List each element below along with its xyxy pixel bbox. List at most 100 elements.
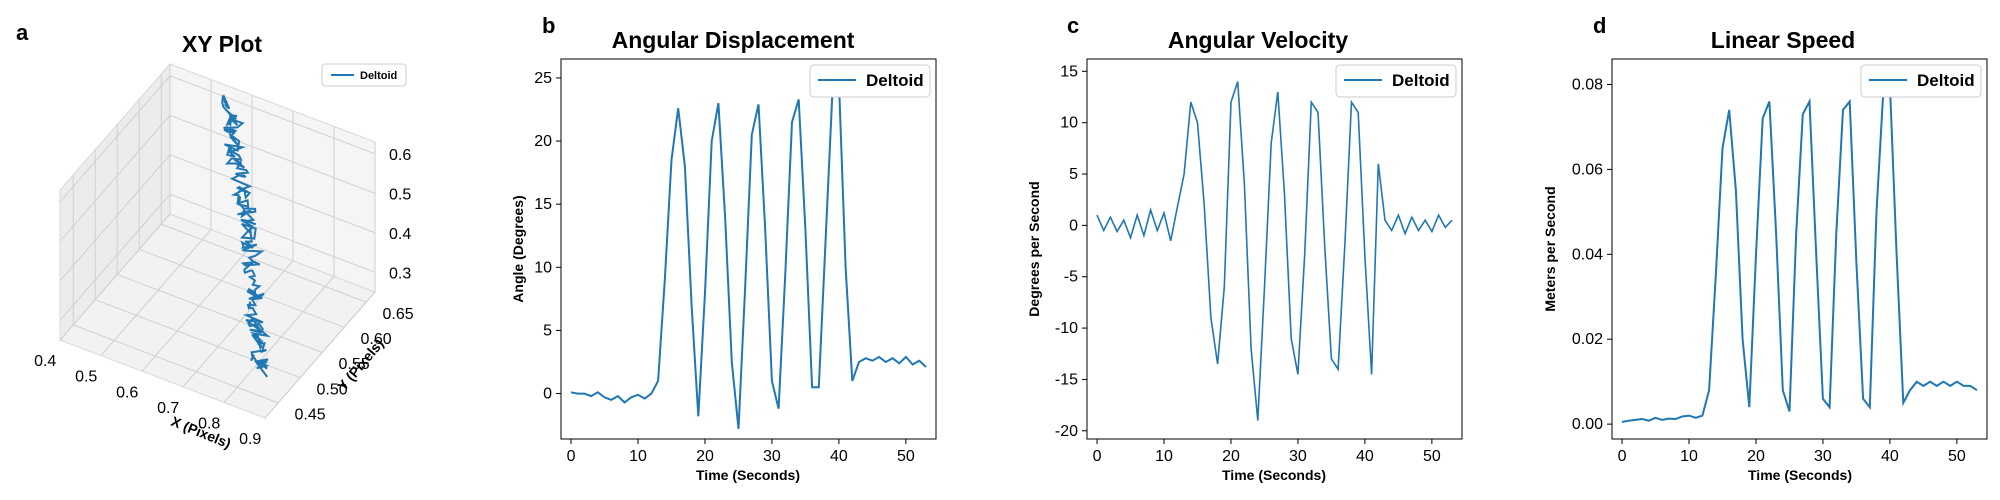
3d-tick-labels: 0.4 0.5 0.6 0.7 0.8 0.9 0.45 0.50 0.55 0.60 0.65 0.… <box>34 147 414 448</box>
x-tick-label-3d: 0.8 <box>198 416 220 433</box>
x-tick-label: 20 <box>1747 448 1765 465</box>
legend-label-c: Deltoid <box>1392 71 1450 90</box>
y-tick-label: 0.00 <box>1572 416 1603 433</box>
x-tick-label: 20 <box>696 448 714 465</box>
x-tick-label: 10 <box>629 448 647 465</box>
legend-b: Deltoid <box>809 64 931 98</box>
xy-plot-3d: XY Plot 0.40.50.60.70.80.90.450.500.550.… <box>34 31 414 451</box>
x-tick-label: 0 <box>1093 448 1102 465</box>
z-tick-label-3d: 0.4 <box>389 226 411 243</box>
x-tick-label-3d: 0.5 <box>75 369 97 386</box>
x-tick-label: 50 <box>1948 448 1966 465</box>
legend-box-c <box>1335 64 1457 98</box>
y-tick-label: 10 <box>1060 115 1078 132</box>
y-tick-label: 15 <box>1060 63 1078 80</box>
y-tick-label: 10 <box>534 259 552 276</box>
x-axis-label-c: Time (Seconds) <box>1222 467 1326 483</box>
y-gridline-3d <box>138 99 345 328</box>
z-gridline-3d <box>59 75 376 203</box>
x-tick-label: 50 <box>1423 448 1441 465</box>
y-tick-label: 5 <box>543 322 552 339</box>
angular-velocity-chart: Angular Velocity 0 10 20 30 40 50-20-15-10-50… <box>1026 27 1463 483</box>
y-tick-label: -20 <box>1055 423 1078 440</box>
x-gridline-3d <box>264 142 376 419</box>
x-tick-label: 40 <box>1356 448 1374 465</box>
y-tick-label: 0.02 <box>1572 331 1603 348</box>
x-tick-label: 0 <box>567 448 576 465</box>
panel-letter-d: d <box>1593 13 1606 38</box>
z-gridline-3d <box>59 154 376 282</box>
ticks-c: 0 10 20 30 40 50 -20 -15 -10 -5 0 5 10 15 <box>1055 63 1441 465</box>
x-tick-label-3d: 0.9 <box>239 431 261 448</box>
x-gridline-3d <box>182 110 294 388</box>
legend-a: Deltoid <box>321 63 407 87</box>
y-tick-label-3d: 0.65 <box>383 306 414 323</box>
y-tick-label: 5 <box>1069 166 1078 183</box>
y-tick-label: 0 <box>1069 217 1078 234</box>
x-tick-label: 10 <box>1680 448 1698 465</box>
3d-gridlines <box>59 64 376 419</box>
panel-letter-a: a <box>16 20 29 45</box>
y-gridline-3d <box>72 174 279 404</box>
legend-label-b: Deltoid <box>866 71 924 90</box>
y-tick-label: -10 <box>1055 320 1078 337</box>
legend-label-d: Deltoid <box>1917 71 1975 90</box>
y-axis-label-b: Angle (Degrees) <box>510 195 526 302</box>
z-gridline-3d <box>59 193 376 321</box>
y-tick-label: -15 <box>1055 371 1078 388</box>
y-tick-label-3d: 0.50 <box>317 381 348 398</box>
angular-displacement-title: Angular Displacement <box>612 27 855 53</box>
deltoid-3d-trajectory <box>221 93 271 378</box>
y-tick-label: 0 <box>543 386 552 403</box>
xy-plot-title: XY Plot <box>182 31 262 57</box>
ticks-b: 0 10 20 30 40 50 0 5 10 15 20 25 <box>534 70 915 465</box>
y-tick-label: 25 <box>534 70 552 87</box>
y-tick-label: 20 <box>534 133 552 150</box>
x-axis-label-d: Time (Seconds) <box>1748 467 1852 483</box>
x-tick-label: 40 <box>1881 448 1899 465</box>
z-gridline-3d <box>59 114 376 242</box>
deltoid-line-b <box>570 80 927 429</box>
x-tick-label: 20 <box>1222 448 1240 465</box>
axes-frame-c <box>1086 58 1463 440</box>
deltoid-line-c <box>1096 81 1453 421</box>
y-tick-label-3d: 0.55 <box>339 356 370 373</box>
x-tick-label: 30 <box>1289 448 1307 465</box>
legend-label-a: Deltoid <box>360 70 397 82</box>
angular-velocity-title: Angular Velocity <box>1168 27 1348 53</box>
x-tick-label: 30 <box>1814 448 1832 465</box>
x-tick-label-3d: 0.4 <box>34 353 56 370</box>
x-tick-label-3d: 0.6 <box>116 384 138 401</box>
x-tick-label-3d: 0.7 <box>157 400 179 417</box>
legend-c: Deltoid <box>1335 64 1457 98</box>
x-tick-label: 10 <box>1155 448 1173 465</box>
y-tick-label: 0.06 <box>1572 161 1603 178</box>
x-tick-label: 40 <box>830 448 848 465</box>
z-tick-label-3d: 0.3 <box>389 265 411 282</box>
deltoid-line-d <box>1621 81 1978 423</box>
x-tick-label: 50 <box>897 448 915 465</box>
x-tick-label: 0 <box>1618 448 1627 465</box>
z-tick-label-3d: 0.6 <box>389 147 411 164</box>
axes-frame-b <box>560 58 937 440</box>
x-axis-label-b: Time (Seconds) <box>696 467 800 483</box>
y-axis-label-c: Degrees per Second <box>1026 181 1042 316</box>
ticks-d: 0 10 20 30 40 50 0.00 0.02 0.04 0.06 0.08 <box>1572 76 1966 465</box>
3d-panes <box>59 62 376 419</box>
z-tick-label-3d: 0.5 <box>389 186 411 203</box>
y-axis-label-d: Meters per Second <box>1542 186 1558 311</box>
y-tick-label: 0.08 <box>1572 76 1603 93</box>
y-tick-label-3d: 0.60 <box>361 331 392 348</box>
y-tick-label-3d: 0.45 <box>295 407 326 424</box>
legend-box-b <box>809 64 931 98</box>
y-gridline-3d <box>160 74 367 303</box>
x-gridline-3d <box>59 64 171 341</box>
axes-frame-d <box>1611 58 1988 440</box>
angular-displacement-chart: Angular Displacement 0 10 20 30 40 50 0 5 10 15 20… <box>510 27 937 483</box>
y-tick-label: -5 <box>1064 269 1078 286</box>
linear-speed-title: Linear Speed <box>1711 27 1855 53</box>
panel-letter-c: c <box>1067 13 1079 38</box>
linear-speed-chart: Linear Speed 0 10 20 30 40 50 0.00 0.02 0.04 0.06… <box>1542 27 1988 483</box>
y-tick-label: 0.04 <box>1572 246 1603 263</box>
